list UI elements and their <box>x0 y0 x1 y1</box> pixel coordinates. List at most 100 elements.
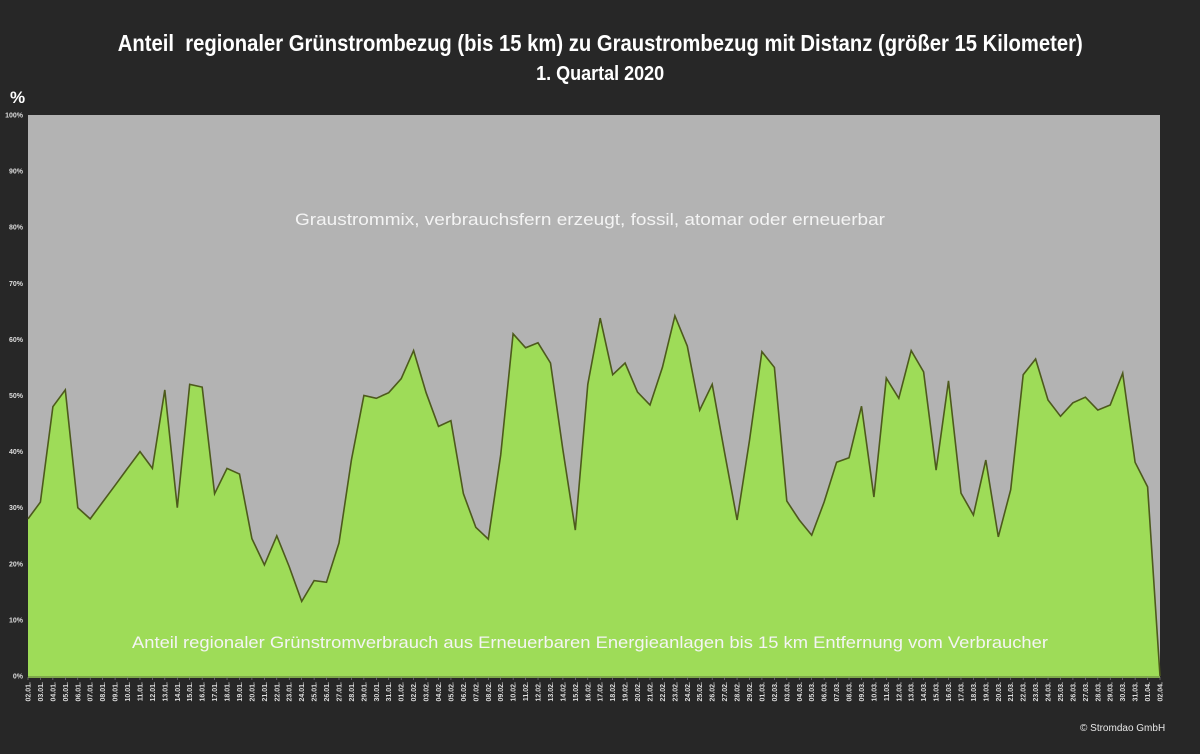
x-tick-label: 12.01. <box>150 682 157 702</box>
x-tick-label: 21.01. <box>262 682 269 702</box>
x-tick-label: 12.03. <box>896 682 903 702</box>
x-tick-label: 05.02. <box>448 682 455 702</box>
x-tick-label: 12.02. <box>536 682 543 702</box>
x-tick-label: 02.03. <box>772 682 779 702</box>
series-line <box>27 313 1161 677</box>
x-tick-label: 24.02. <box>685 682 692 702</box>
x-tick-label: 24.01. <box>299 682 306 702</box>
x-tick-label: 15.02. <box>573 682 580 702</box>
x-tick-label: 16.02. <box>585 682 592 702</box>
x-tick-label: 29.01. <box>361 682 368 702</box>
copyright: © Stromdao GmbH <box>1080 723 1166 734</box>
x-tick-label: 06.02. <box>461 682 468 702</box>
x-tick-label: 10.03. <box>871 682 878 702</box>
x-tick-label: 14.03. <box>921 682 928 702</box>
x-tick-label: 28.02. <box>735 682 742 702</box>
x-tick-label: 24.03. <box>1046 682 1053 702</box>
x-tick-label: 07.01. <box>88 682 95 702</box>
y-tick-label: 80% <box>9 225 24 232</box>
x-tick-label: 04.02. <box>436 682 443 702</box>
x-tick-label: 08.03. <box>847 682 854 702</box>
x-tick-label: 27.02. <box>722 682 729 702</box>
x-tick-label: 13.03. <box>909 682 916 702</box>
y-tick-label: 20% <box>9 561 24 568</box>
x-tick-label: 20.03. <box>996 682 1003 702</box>
y-tick-label: 60% <box>9 337 24 344</box>
x-tick-label: 07.02. <box>473 682 480 702</box>
x-tick-label: 17.03. <box>958 682 965 702</box>
y-tick-label: 100% <box>5 113 24 120</box>
x-tick-label: 22.01. <box>274 682 281 702</box>
x-tick-label: 19.02. <box>623 682 630 702</box>
x-tick-label: 05.03. <box>809 682 816 702</box>
x-tick-label: 08.02. <box>486 682 493 702</box>
x-tick-label: 14.02. <box>560 682 567 702</box>
x-tick-label: 03.03. <box>784 682 791 702</box>
y-tick-label: 50% <box>9 393 24 400</box>
x-tick-label: 22.02. <box>660 682 667 702</box>
x-tick-label: 06.03. <box>822 682 829 702</box>
x-tick-label: 20.01. <box>249 682 256 702</box>
x-tick-label: 23.01. <box>287 682 294 702</box>
x-tick-label: 25.03. <box>1058 682 1065 702</box>
x-tick-label: 17.01. <box>212 682 219 702</box>
x-tick-label: 03.02. <box>424 682 431 702</box>
x-tick-label: 29.03. <box>1108 682 1115 702</box>
x-tick-label: 13.02. <box>548 682 555 702</box>
x-tick-label: 26.03. <box>1070 682 1077 702</box>
x-tick-label: 10.01. <box>125 682 132 702</box>
y-tick-label: 90% <box>9 169 24 176</box>
x-tick-label: 04.03. <box>797 682 804 702</box>
x-tick-label: 07.03. <box>834 682 841 702</box>
chart-subtitle: 1. Quartal 2020 <box>0 63 1200 86</box>
chart-title: Anteil regionaler Grünstrombezug (bis 15… <box>0 30 1200 57</box>
x-tick-label: 02.02. <box>411 682 418 702</box>
x-tick-label: 31.03. <box>1133 682 1140 702</box>
x-tick-label: 02.01. <box>26 682 33 702</box>
chart-title-text: Anteil regionaler Grünstrombezug (bis 15… <box>117 30 1083 56</box>
x-tick-label: 18.02. <box>610 682 617 702</box>
x-tick-label: 04.01. <box>50 682 57 702</box>
x-tick-label: 17.02. <box>598 682 605 702</box>
x-tick-label: 26.02. <box>710 682 717 702</box>
x-tick-label: 27.01. <box>336 682 343 702</box>
x-tick-label: 16.03. <box>946 682 953 702</box>
x-tick-label: 09.03. <box>859 682 866 702</box>
y-tick-label: 0% <box>13 674 24 681</box>
x-tick-label: 06.01. <box>75 682 82 702</box>
x-tick-label: 18.01. <box>225 682 232 702</box>
x-tick-label: 08.01. <box>100 682 107 702</box>
x-tick-label: 22.03. <box>1021 682 1028 702</box>
x-tick-label: 18.03. <box>971 682 978 702</box>
x-tick-label: 02.04. <box>1158 682 1165 702</box>
x-tick-label: 21.03. <box>1008 682 1015 702</box>
y-tick-label: 70% <box>9 281 24 288</box>
x-tick-label: 11.03. <box>884 682 891 701</box>
x-tick-label: 21.02. <box>647 682 654 702</box>
x-tick-label: 19.03. <box>983 682 990 702</box>
x-tick-label: 25.02. <box>697 682 704 702</box>
y-tick-label: 10% <box>9 617 24 624</box>
x-tick-label: 09.02. <box>498 682 505 702</box>
x-tick-label: 14.01. <box>175 682 182 702</box>
x-tick-label: 23.03. <box>1033 682 1040 702</box>
x-tick-label: 23.02. <box>672 682 679 702</box>
x-tick-label: 01.02. <box>399 682 406 702</box>
x-tick-label: 19.01. <box>237 682 244 702</box>
series-label-graustrom: Graustrommix, verbrauchsfern erzeugt, fo… <box>295 210 885 229</box>
x-tick-label: 15.01. <box>187 682 194 702</box>
y-axis-label: % <box>10 88 26 107</box>
series-label-gruenstrom: Anteil regionaler Grünstromverbrauch aus… <box>132 633 1048 652</box>
x-tick-label: 28.01. <box>349 682 356 702</box>
x-tick-label: 28.03. <box>1095 682 1102 702</box>
x-tick-label: 13.01. <box>162 682 169 702</box>
x-tick-label: 09.01. <box>113 682 120 702</box>
x-tick-label: 11.02. <box>523 682 530 701</box>
y-tick-label: 30% <box>9 505 24 512</box>
x-tick-label: 11.01. <box>137 682 144 701</box>
x-tick-label: 01.04. <box>1145 682 1152 702</box>
x-tick-label: 30.01. <box>374 682 381 702</box>
x-tick-label: 20.02. <box>635 682 642 702</box>
x-tick-label: 25.01. <box>312 682 319 702</box>
x-tick-label: 26.01. <box>324 682 331 702</box>
